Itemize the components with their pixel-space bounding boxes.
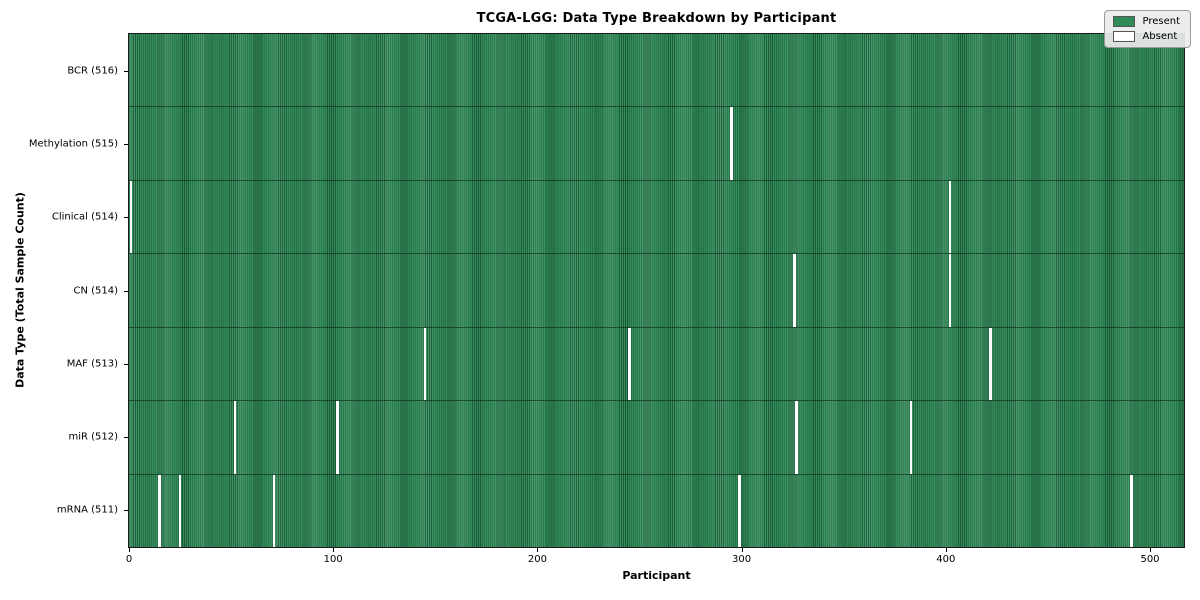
row-MAF bbox=[129, 326, 1184, 401]
x-tick-mark-300 bbox=[741, 548, 743, 552]
y-tick-label-BCR: BCR (516) bbox=[67, 65, 118, 77]
row-Methylation bbox=[129, 106, 1184, 180]
row-BCR bbox=[129, 34, 1184, 107]
legend-entry-absent: Absent bbox=[1113, 31, 1180, 42]
x-tick-mark-100 bbox=[333, 548, 335, 552]
absent-mark-CN-402 bbox=[948, 254, 952, 327]
absent-mark-miR-327 bbox=[795, 401, 799, 474]
x-tick-labels: 0 100 200 300 400 500 bbox=[125, 548, 1185, 568]
y-tick-label-Clinical: Clinical (514) bbox=[51, 211, 118, 223]
absent-mark-mRNA-15 bbox=[158, 474, 161, 547]
legend-present-swatch bbox=[1113, 16, 1136, 27]
absent-mark-miR-52 bbox=[233, 401, 237, 474]
absent-mark-miR-383 bbox=[909, 401, 913, 474]
x-tick-mark-200 bbox=[537, 548, 539, 552]
y-tick-labels: BCR (516) Methylation (515) Clinical (514)… bbox=[0, 33, 128, 548]
y-tick-mark-BCR bbox=[124, 70, 128, 72]
legend-present-label: Present bbox=[1142, 16, 1180, 27]
row-miR bbox=[129, 400, 1184, 474]
x-axis-label: Participant bbox=[622, 569, 691, 582]
absent-mark-CN-326 bbox=[793, 254, 796, 327]
absent-mark-MAF-145 bbox=[423, 327, 427, 401]
legend-absent-swatch bbox=[1113, 31, 1136, 42]
y-tick-label-MAF: MAF (513) bbox=[66, 358, 118, 370]
absent-mark-Methylation-295 bbox=[730, 107, 733, 180]
absent-mark-Clinical-1 bbox=[129, 180, 133, 254]
x-tick-label-100: 100 bbox=[323, 554, 343, 565]
absent-mark-Clinical-402 bbox=[948, 180, 952, 254]
y-tick-mark-Methylation bbox=[124, 143, 128, 145]
absent-mark-mRNA-299 bbox=[738, 474, 741, 547]
y-tick-mark-mRNA bbox=[124, 510, 128, 512]
y-tick-mark-CN bbox=[124, 290, 128, 292]
absent-mark-mRNA-71 bbox=[272, 474, 276, 547]
y-tick-mark-MAF bbox=[124, 363, 128, 365]
legend-absent-label: Absent bbox=[1142, 31, 1178, 42]
y-tick-label-CN: CN (514) bbox=[73, 285, 118, 296]
x-tick-label-500: 500 bbox=[1140, 554, 1160, 565]
x-tick-label-0: 0 bbox=[125, 554, 133, 565]
x-tick-mark-500 bbox=[1150, 548, 1151, 552]
x-tick-mark-400 bbox=[945, 548, 947, 552]
absent-mark-mRNA-25 bbox=[178, 474, 182, 547]
x-tick-label-200: 200 bbox=[527, 554, 547, 565]
legend-entry-present: Present bbox=[1113, 16, 1180, 27]
absent-mark-MAF-422 bbox=[989, 327, 993, 401]
absent-mark-miR-102 bbox=[335, 401, 339, 474]
y-tick-mark-miR bbox=[124, 437, 128, 439]
absent-mark-MAF-245 bbox=[627, 327, 631, 401]
y-tick-mark-Clinical bbox=[124, 217, 128, 219]
row-Clinical bbox=[129, 179, 1184, 254]
legend: Present Absent bbox=[1104, 10, 1191, 48]
y-tick-label-Methylation: Methylation (515) bbox=[28, 138, 118, 150]
row-CN bbox=[129, 253, 1184, 327]
x-tick-mark-0 bbox=[129, 548, 130, 552]
absent-mark-mRNA-491 bbox=[1130, 474, 1133, 547]
x-tick-label-400: 400 bbox=[936, 554, 956, 565]
row-mRNA bbox=[129, 473, 1184, 547]
y-tick-label-mRNA: mRNA (511) bbox=[56, 504, 118, 516]
x-tick-label-300: 300 bbox=[732, 554, 752, 565]
y-tick-label-miR: miR (512) bbox=[68, 431, 118, 443]
chart-title: TCGA-LGG: Data Type Breakdown by Partici… bbox=[476, 11, 837, 26]
plot-area bbox=[128, 33, 1185, 548]
